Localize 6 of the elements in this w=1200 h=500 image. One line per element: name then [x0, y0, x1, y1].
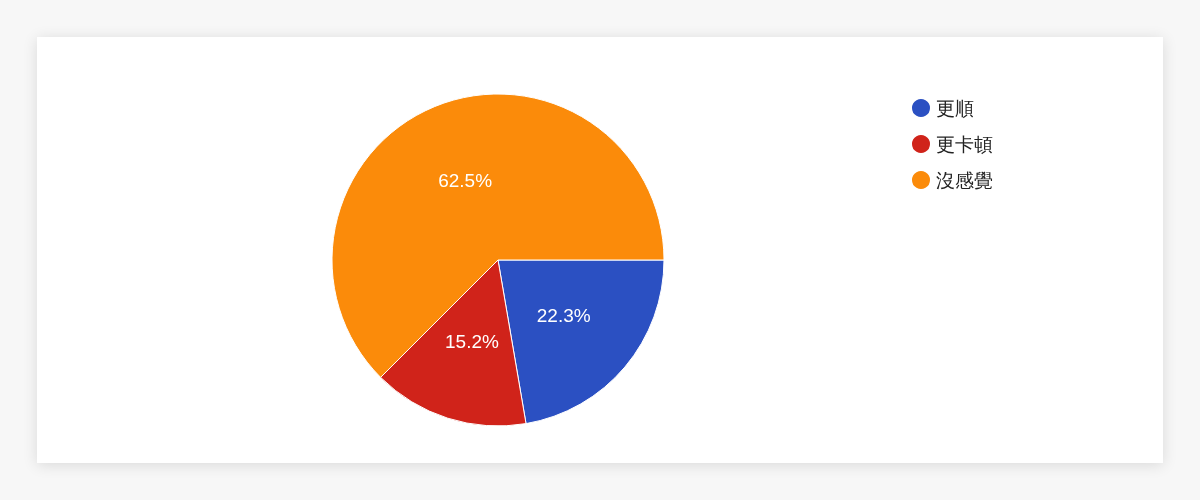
- data-label: 62.5%: [438, 170, 493, 192]
- data-label: 15.2%: [445, 331, 499, 353]
- data-label: 22.3%: [536, 304, 591, 326]
- legend-label: 更順: [936, 97, 974, 119]
- legend-label: 更卡頓: [936, 133, 993, 155]
- legend-label: 沒感覺: [936, 169, 993, 191]
